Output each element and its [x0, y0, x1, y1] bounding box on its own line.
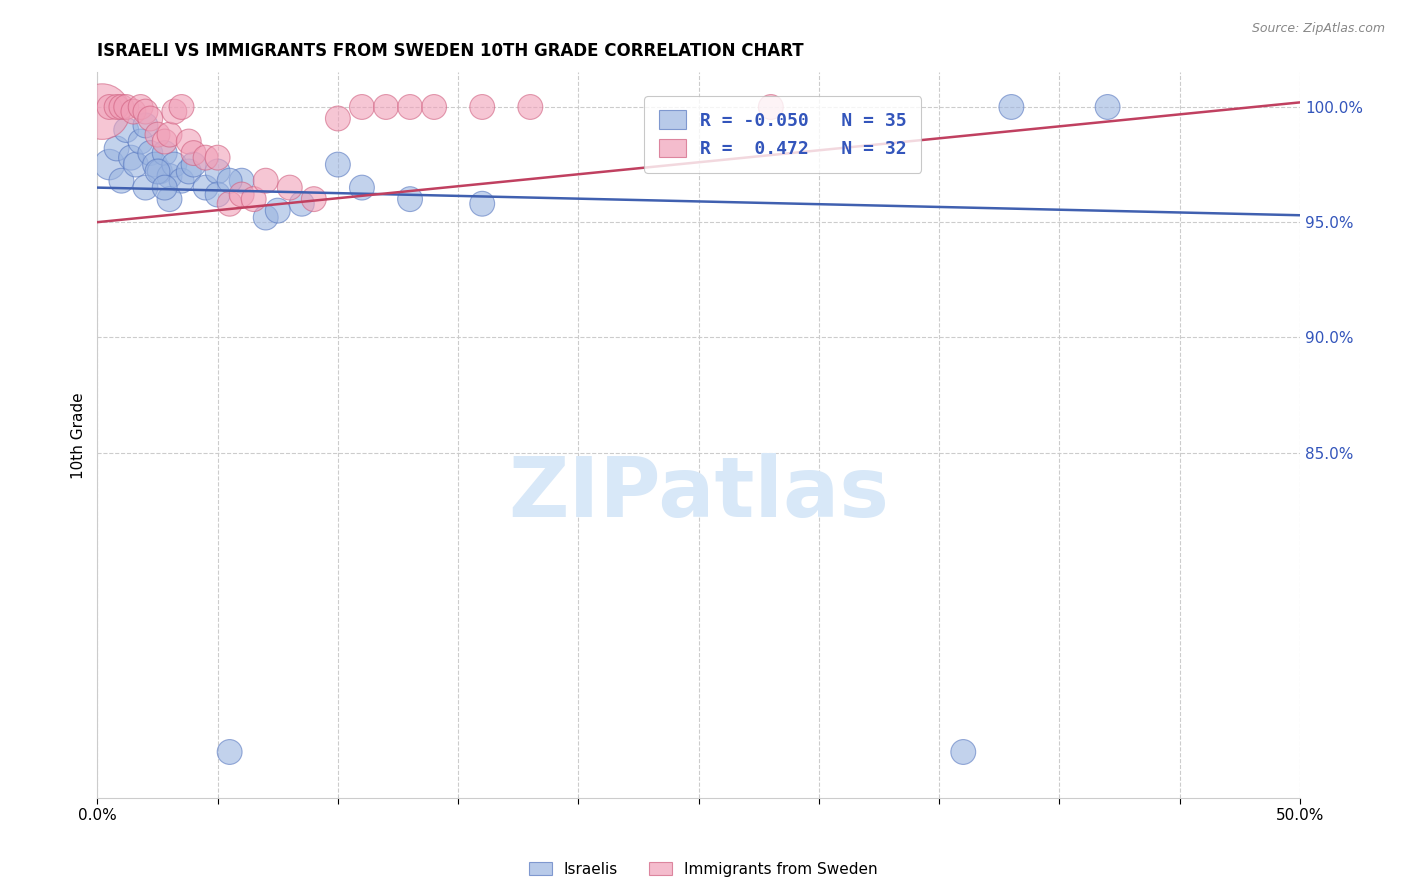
Point: [350, 100, 373, 114]
Point: [115, 123, 138, 137]
Point: [125, 157, 148, 171]
Point: [159, 169, 181, 183]
Point: [110, 100, 132, 114]
Text: ISRAELI VS IMMIGRANTS FROM SWEDEN 10TH GRADE CORRELATION CHART: ISRAELI VS IMMIGRANTS FROM SWEDEN 10TH G…: [97, 42, 804, 60]
Point: [242, 192, 264, 206]
Point: [105, 100, 128, 114]
Point: [170, 100, 193, 114]
Point: [423, 100, 446, 114]
Point: [120, 151, 142, 165]
Point: [146, 164, 169, 178]
Point: [759, 100, 782, 114]
Point: [231, 174, 253, 188]
Point: [291, 196, 314, 211]
Point: [159, 192, 181, 206]
Point: [194, 180, 217, 194]
Point: [952, 745, 974, 759]
Point: [1000, 100, 1022, 114]
Point: [399, 100, 422, 114]
Point: [149, 164, 172, 178]
Point: [519, 100, 541, 114]
Point: [177, 135, 200, 149]
Point: [350, 180, 373, 194]
Point: [302, 192, 325, 206]
Point: [1097, 100, 1119, 114]
Point: [207, 164, 229, 178]
Point: [278, 180, 301, 194]
Point: [115, 100, 138, 114]
Point: [146, 128, 169, 142]
Point: [183, 146, 205, 161]
Point: [159, 128, 181, 142]
Y-axis label: 10th Grade: 10th Grade: [72, 392, 86, 478]
Point: [139, 112, 162, 126]
Point: [129, 135, 152, 149]
Point: [231, 187, 253, 202]
Point: [326, 157, 349, 171]
Point: [134, 104, 156, 119]
Point: [218, 745, 240, 759]
Point: [110, 174, 132, 188]
Point: [153, 135, 176, 149]
Point: [163, 104, 186, 119]
Point: [375, 100, 398, 114]
Point: [207, 187, 229, 202]
Legend: Israelis, Immigrants from Sweden: Israelis, Immigrants from Sweden: [523, 855, 883, 883]
Point: [129, 100, 152, 114]
Point: [153, 146, 176, 161]
Point: [134, 119, 156, 133]
Point: [153, 180, 176, 194]
Point: [471, 196, 494, 211]
Legend: R = -0.050   N = 35, R =  0.472   N = 32: R = -0.050 N = 35, R = 0.472 N = 32: [644, 96, 921, 172]
Point: [143, 157, 166, 171]
Text: Source: ZipAtlas.com: Source: ZipAtlas.com: [1251, 22, 1385, 36]
Point: [207, 151, 229, 165]
Point: [399, 192, 422, 206]
Point: [183, 157, 205, 171]
Point: [194, 151, 217, 165]
Point: [254, 211, 277, 225]
Point: [218, 196, 240, 211]
Point: [267, 203, 290, 218]
Point: [218, 174, 240, 188]
Point: [326, 112, 349, 126]
Point: [170, 174, 193, 188]
Point: [91, 104, 114, 119]
Point: [177, 164, 200, 178]
Point: [105, 141, 128, 155]
Point: [471, 100, 494, 114]
Point: [122, 104, 145, 119]
Point: [254, 174, 277, 188]
Point: [134, 180, 156, 194]
Point: [139, 146, 162, 161]
Text: ZIPatlas: ZIPatlas: [508, 453, 889, 533]
Point: [163, 157, 186, 171]
Point: [98, 100, 121, 114]
Point: [98, 157, 121, 171]
